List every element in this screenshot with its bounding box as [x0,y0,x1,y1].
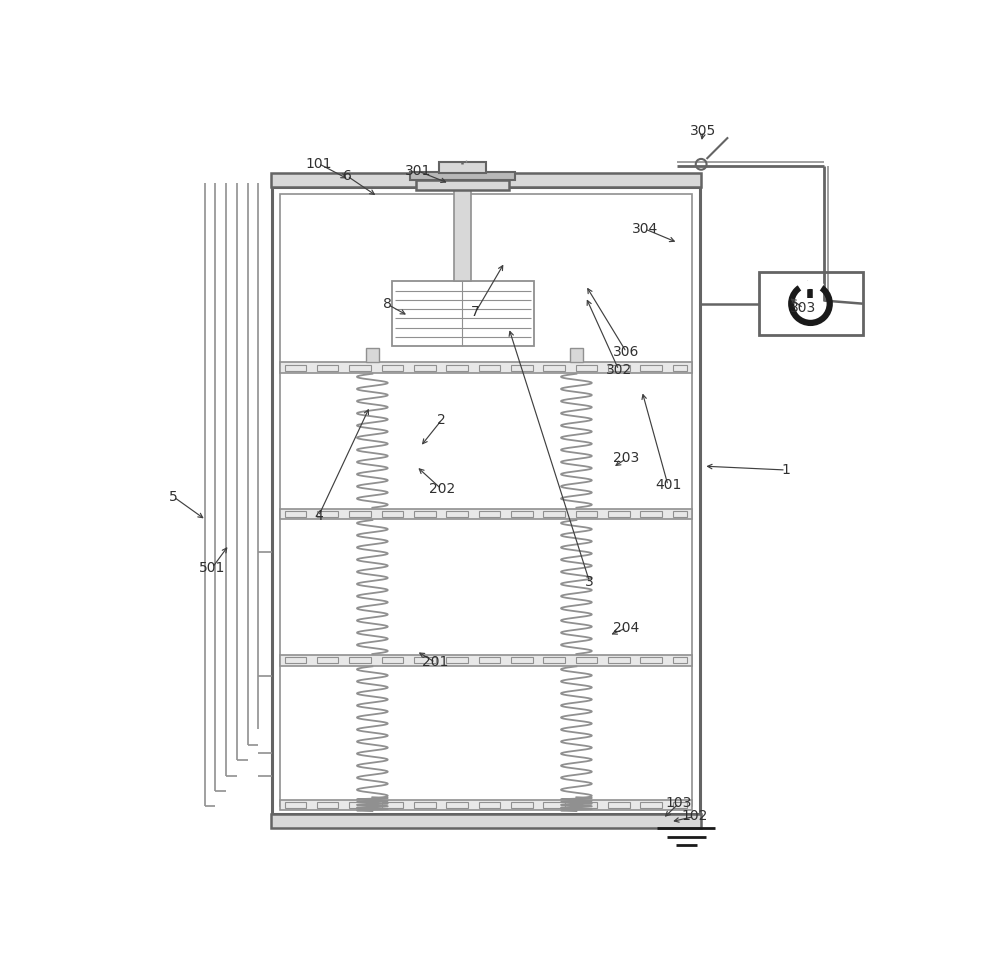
Text: 1: 1 [781,463,790,477]
Bar [392,281,534,346]
Bar [543,365,565,371]
Bar [640,802,662,808]
Bar [317,802,338,808]
Bar [271,173,701,186]
Bar [416,179,509,190]
Bar [410,172,515,179]
Bar [317,365,338,371]
Bar [640,510,662,517]
Text: 103: 103 [666,796,692,811]
Bar [479,802,500,808]
Bar [349,365,371,371]
Bar [608,657,630,663]
Bar [608,510,630,517]
Bar [414,510,436,517]
Text: 305: 305 [690,124,717,138]
Bar [317,657,338,663]
Text: 203: 203 [613,452,640,465]
Text: 401: 401 [655,479,681,492]
Bar [454,186,471,281]
Bar [608,802,630,808]
Bar [439,162,486,173]
Text: 5: 5 [169,490,178,504]
Bar [349,802,371,808]
Text: 301: 301 [405,164,432,179]
Bar [272,186,700,814]
Text: 201: 201 [422,655,449,670]
Text: 306: 306 [613,345,640,359]
Bar [511,510,533,517]
Text: 302: 302 [606,363,632,377]
Bar [673,802,687,808]
Bar [349,510,371,517]
Bar [280,800,692,811]
Bar [608,365,630,371]
Bar [446,365,468,371]
Bar [446,510,468,517]
Bar [382,365,403,371]
Bar [349,657,371,663]
Bar [414,657,436,663]
Bar [280,655,692,666]
Bar [759,272,863,335]
Bar [576,365,597,371]
Bar [285,365,306,371]
Text: 304: 304 [632,222,658,236]
Text: 2: 2 [437,413,446,427]
Bar [511,365,533,371]
Bar [543,657,565,663]
Text: 501: 501 [199,561,225,575]
Bar [640,365,662,371]
Bar [271,814,701,828]
Bar [673,510,687,517]
Bar [285,802,306,808]
Bar [446,657,468,663]
Bar [479,365,500,371]
Bar [366,348,379,362]
Bar [576,802,597,808]
Bar [543,802,565,808]
Text: 101: 101 [305,156,332,171]
Bar [317,510,338,517]
Bar [576,657,597,663]
Bar [576,510,597,517]
Text: 102: 102 [681,810,707,823]
Bar [511,802,533,808]
Bar [414,802,436,808]
Bar [570,348,583,362]
Text: 7: 7 [471,305,480,319]
Text: 202: 202 [429,482,455,496]
Bar [640,657,662,663]
Text: 6: 6 [343,169,351,182]
Text: 204: 204 [613,620,640,635]
Bar [280,509,692,519]
Bar [285,510,306,517]
Bar [673,365,687,371]
Bar [285,657,306,663]
Bar [511,657,533,663]
Bar [382,510,403,517]
Bar [446,802,468,808]
Bar [543,510,565,517]
Text: 8: 8 [383,297,392,312]
Bar [382,802,403,808]
Bar [280,362,692,373]
Bar [280,194,692,807]
Bar [382,657,403,663]
Text: 303: 303 [790,301,817,316]
Text: 3: 3 [585,574,594,589]
Bar [479,657,500,663]
Bar [673,657,687,663]
Bar [414,365,436,371]
Bar [479,510,500,517]
Text: 4: 4 [314,510,323,523]
